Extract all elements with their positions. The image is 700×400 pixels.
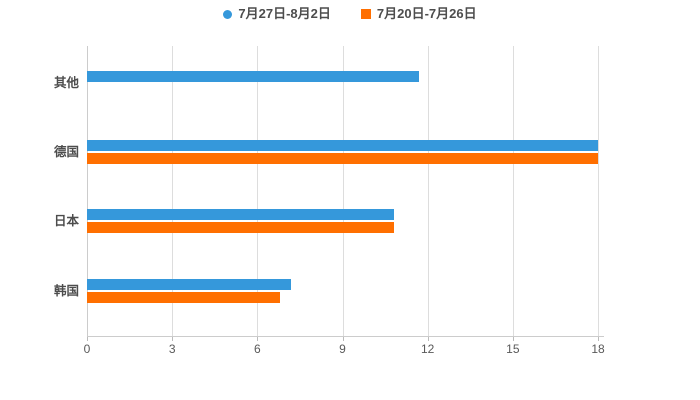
bar-previous-3 xyxy=(87,292,280,303)
legend-circle-marker-icon xyxy=(223,9,233,19)
legend-label-week-current: 7月27日-8月2日 xyxy=(238,6,331,21)
x-axis-tick xyxy=(427,336,429,341)
legend-item-week-previous[interactable]: 7月20日-7月26日 xyxy=(360,6,477,22)
category-label: 德国 xyxy=(53,145,79,159)
legend-square-marker-icon xyxy=(360,9,371,19)
bar-previous-2 xyxy=(87,222,394,233)
x-axis-line xyxy=(87,336,604,337)
legend-label-week-previous: 7月20日-7月26日 xyxy=(376,6,477,21)
legend-item-week-current[interactable]: 7月27日-8月2日 xyxy=(223,6,331,22)
x-gridline xyxy=(598,46,599,336)
bar-current-0 xyxy=(87,71,419,82)
bar-current-1 xyxy=(87,140,598,151)
category-label: 韩国 xyxy=(53,284,79,298)
chart-legend: 7月27日-8月2日 7月20日-7月26日 xyxy=(0,6,700,22)
x-tick-label: 12 xyxy=(420,342,435,356)
x-axis-tick xyxy=(87,336,88,341)
bar-current-2 xyxy=(87,209,394,220)
bar-current-3 xyxy=(87,279,291,290)
y-axis-line xyxy=(87,46,88,336)
x-tick-label: 0 xyxy=(83,342,91,356)
x-tick-label: 18 xyxy=(591,342,605,356)
x-axis-tick xyxy=(598,336,599,341)
x-gridline xyxy=(342,46,344,336)
x-axis-tick xyxy=(512,336,514,341)
x-tick-label: 9 xyxy=(339,342,346,356)
category-label: 日本 xyxy=(53,214,79,228)
x-gridline xyxy=(257,46,259,336)
x-axis-tick xyxy=(342,336,344,341)
x-axis-tick xyxy=(257,336,259,341)
category-label: 其他 xyxy=(53,76,79,90)
x-gridline xyxy=(512,46,514,336)
x-gridline xyxy=(172,46,174,336)
bar-previous-1 xyxy=(87,153,598,164)
x-gridline xyxy=(427,46,429,336)
x-tick-label: 6 xyxy=(253,342,261,356)
x-axis-tick xyxy=(172,336,174,341)
x-tick-label: 15 xyxy=(506,342,520,356)
x-tick-label: 3 xyxy=(168,342,176,356)
